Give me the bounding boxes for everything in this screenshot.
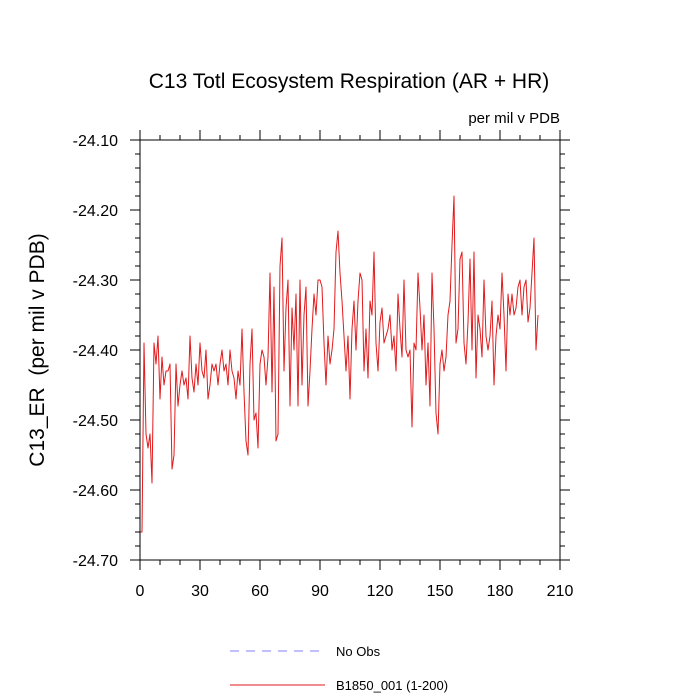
y-axis-label: C13_ER (per mil v PDB) <box>26 233 49 466</box>
y-tick-label: -24.60 <box>73 483 118 500</box>
tick-labels: 0 30 60 90 120 150 180 210 -24.70 -24.60 -24.50 -24… <box>73 133 574 600</box>
plot-frame <box>139 139 561 561</box>
chart-title: C13 Totl Ecosystem Respiration (AR + HR) <box>149 70 550 93</box>
x-tick-label: 30 <box>191 583 209 600</box>
units-label: per mil v PDB <box>468 110 560 127</box>
x-tick-label: 210 <box>547 583 574 600</box>
legend: No Obs B1850_001 (1-200) <box>230 644 448 693</box>
y-tick-label: -24.40 <box>73 343 118 360</box>
x-tick-label: 180 <box>487 583 514 600</box>
y-tick-label: -24.50 <box>73 413 118 430</box>
y-tick-label: -24.70 <box>73 553 118 570</box>
x-tick-label: 120 <box>367 583 394 600</box>
x-tick-label: 150 <box>427 583 454 600</box>
y-tick-label: -24.30 <box>73 273 118 290</box>
x-tick-label: 0 <box>136 583 145 600</box>
series-line-b1850-001 <box>140 195 539 533</box>
y-tick-label: -24.20 <box>73 203 118 220</box>
axis-ticks <box>130 130 570 570</box>
x-tick-label: 90 <box>311 583 329 600</box>
legend-label-no-obs: No Obs <box>336 644 381 659</box>
x-tick-label: 60 <box>251 583 269 600</box>
y-tick-label: -24.10 <box>73 133 118 150</box>
legend-label-b1850-001: B1850_001 (1-200) <box>336 678 448 693</box>
